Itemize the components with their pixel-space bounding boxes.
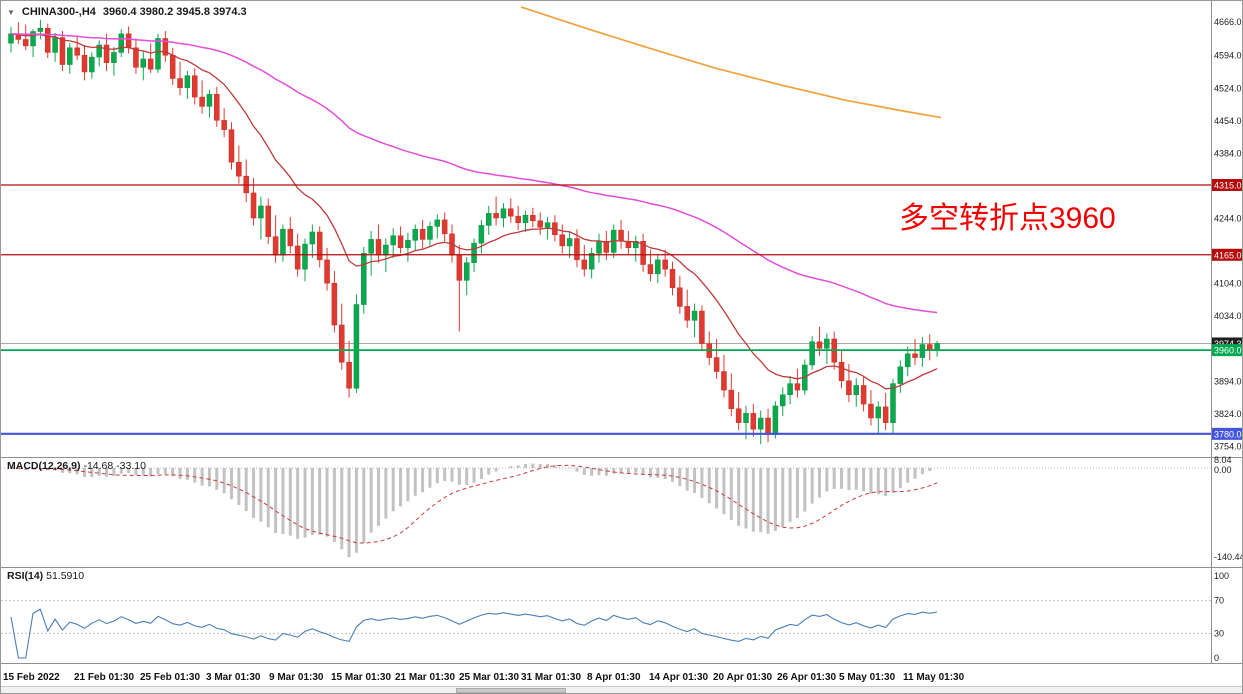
y-axis-label: 3780.0: [1214, 429, 1242, 439]
x-axis-label: 15 Mar 01:30: [331, 672, 391, 683]
x-axis-label: 3 Mar 01:30: [206, 672, 261, 683]
horizontal-scrollbar[interactable]: [1, 686, 1242, 693]
y-axis-label: 4454.0: [1214, 116, 1242, 126]
price-badge: [1212, 344, 1242, 357]
x-axis-label: 5 May 01:30: [839, 672, 896, 683]
y-axis-label: 4244.0: [1214, 214, 1242, 224]
time-axis: 15 Feb 2022 21 Feb 01:30 25 Feb 01:30 3 Mar…: [3, 672, 965, 683]
x-axis-label: 26 Apr 01:30: [777, 672, 837, 683]
macd-axis-label: -140.44: [1214, 552, 1243, 562]
moving-averages: [10, 6, 942, 390]
symbol-name: CHINA300-,H4: [21, 6, 96, 18]
price-badge: [1212, 248, 1242, 261]
rsi-name: RSI(14): [7, 570, 44, 582]
macd-values: -14.68 -33.10: [83, 460, 146, 472]
rsi-axis-label: 70: [1214, 596, 1224, 606]
y-axis-label: 4034.0: [1214, 311, 1242, 321]
macd-label: MACD(12,26,9) -14.68 -33.10: [7, 460, 146, 472]
x-axis-label: 31 Mar 01:30: [521, 672, 581, 683]
x-axis-label: 14 Apr 01:30: [649, 672, 709, 683]
x-axis-label: 20 Apr 01:30: [713, 672, 773, 683]
x-axis-label: 15 Feb 2022: [3, 672, 60, 683]
macd-axis-label: 0.00: [1214, 465, 1232, 475]
collapse-icon[interactable]: ▼: [7, 7, 15, 17]
x-axis-label: 21 Feb 01:30: [74, 672, 134, 683]
y-axis-label: 4524.0: [1214, 83, 1242, 93]
macd-panel: [1, 463, 1211, 557]
y-axis-label: 4594.0: [1214, 51, 1242, 61]
x-axis-label: 11 May 01:30: [903, 672, 965, 683]
candlesticks: [8, 19, 940, 445]
rsi-value: 51.5910: [46, 570, 85, 582]
rsi-axis-label: 0: [1214, 653, 1219, 663]
macd-axis-label: 8.04: [1214, 455, 1232, 465]
y-axis-label: 3960.0: [1214, 346, 1242, 356]
y-axis-label: 3754.0: [1214, 441, 1242, 451]
level-lines[interactable]: [1, 184, 1211, 435]
symbol-ohlc: 3960.4 3980.2 3945.8 3974.3: [102, 6, 247, 18]
x-axis-label: 8 Apr 01:30: [587, 672, 641, 683]
x-axis-label: 25 Mar 01:30: [459, 672, 519, 683]
y-axis-label: 3974.3: [1214, 339, 1242, 349]
rsi-panel: [1, 600, 1211, 659]
x-axis-label: 9 Mar 01:30: [269, 672, 324, 683]
y-axis-label: 4104.0: [1214, 279, 1242, 289]
price-badge: [1212, 179, 1242, 191]
price-badge: [1212, 427, 1242, 440]
y-axis-label: 4315.0: [1214, 181, 1242, 191]
scrollbar-thumb[interactable]: [456, 688, 566, 693]
annotation-text: 多空转折点3960: [899, 202, 1116, 235]
y-axis-label: 3824.0: [1214, 409, 1242, 419]
rsi-axis-label: 100: [1214, 571, 1229, 581]
symbol-info: ▼ CHINA300-,H4 3960.4 3980.2 3945.8 3974…: [7, 6, 247, 18]
macd-name: MACD(12,26,9): [7, 460, 81, 472]
price-axis: 4666.0 4594.0 4524.0 4454.0 4384.0 4315.0 4244…: [1212, 17, 1243, 663]
y-axis-label: 4165.0: [1214, 250, 1242, 260]
y-axis-label: 3894.0: [1214, 376, 1242, 386]
y-axis-label: 4666.0: [1214, 17, 1242, 27]
x-axis-label: 21 Mar 01:30: [395, 672, 455, 683]
x-axis-label: 25 Feb 01:30: [140, 672, 200, 683]
rsi-label: RSI(14) 51.5910: [7, 570, 84, 582]
y-axis-label: 4384.0: [1214, 148, 1242, 158]
rsi-axis-label: 30: [1214, 628, 1224, 638]
